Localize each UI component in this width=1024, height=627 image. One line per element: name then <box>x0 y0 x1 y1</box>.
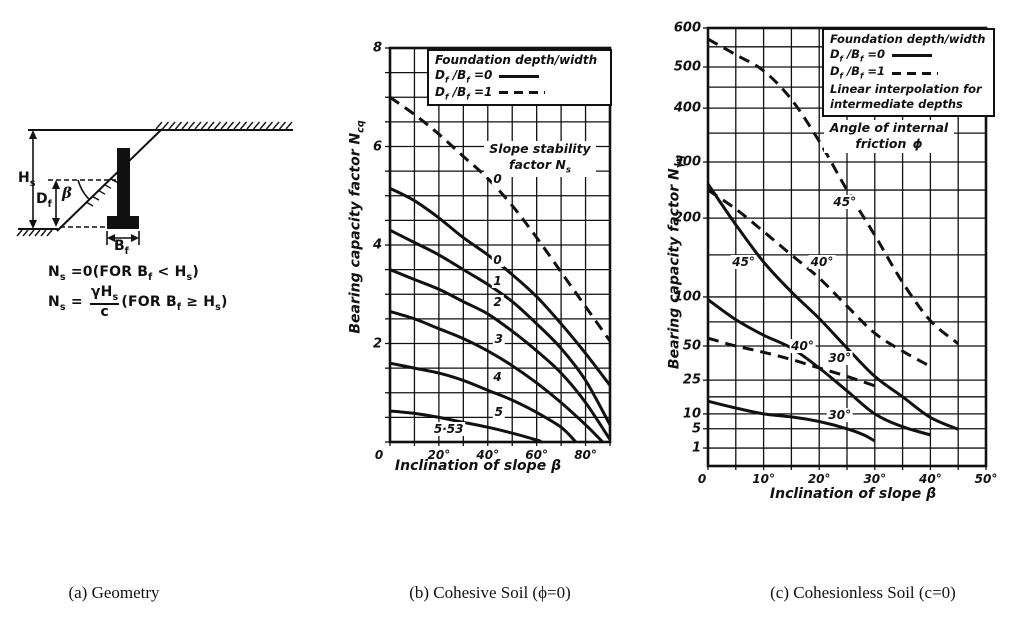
chart-b-xtick-60°: 60° <box>525 448 549 462</box>
chart-b-ytick-8: 8 <box>372 40 382 56</box>
chart-c-xtick-20°: 20° <box>807 472 831 486</box>
geometry-label-beta: β <box>62 184 72 202</box>
chart-c-curve-label-4: 30° <box>826 351 854 366</box>
chart-c-xtick-50°: 50° <box>974 472 998 486</box>
curve-phi-40-df-bf-0 <box>707 298 931 437</box>
chart-c-friction-angle-label: Angle of internal friction ϕ <box>824 120 954 153</box>
chart-c-xtick-10°: 10° <box>752 472 775 486</box>
chart-b-grid <box>385 46 612 446</box>
caption-cohesionless-soil: (c) Cohesionless Soil (c=0) <box>770 583 956 602</box>
curve-ns-1-df-bf-0 <box>389 228 612 426</box>
chart-b-curve-label-3: 2 <box>491 295 504 310</box>
chart-c-xtick-40°: 40° <box>919 472 942 486</box>
dashed-line-sample <box>499 91 546 95</box>
equation-ns-gamma: Ns = γHs c (FOR Bf ≥ Hs) <box>48 284 228 320</box>
chart-c-ytick-600: 600 <box>673 20 701 36</box>
curve-phi-45-df-bf-1 <box>707 37 960 345</box>
curve-phi-30-df-bf-0 <box>707 399 876 443</box>
chart-b-legend-entry-dashed: Df /Bf =1 <box>435 84 493 101</box>
chart-b-curve-label-5: 4 <box>491 370 504 385</box>
chart-c-curve-label-2: 45° <box>831 194 859 209</box>
chart-c-legend-entry-solid: Df /Bf =0 <box>830 46 885 64</box>
chart-b-curve-label-4: 3 <box>492 331 505 346</box>
chart-c-curve-label-5: 30° <box>826 408 854 423</box>
chart-b-curve-label-7: 5·53 <box>431 421 466 436</box>
solid-line-sample <box>499 74 540 78</box>
chart-b-xtick-40°: 40° <box>476 448 500 462</box>
chart-c-ytick-25: 25 <box>682 372 701 388</box>
solid-line-sample <box>892 54 932 58</box>
curve-phi-45-df-bf-0 <box>706 183 959 431</box>
chart-b-legend-entry-solid: Df /Bf =0 <box>435 68 493 85</box>
chart-c-ytick-300: 300 <box>673 154 701 170</box>
geometry-label-df: Df <box>36 191 52 210</box>
chart-c-curve-label-1: 40° <box>808 255 836 270</box>
dashed-line-sample <box>892 71 938 75</box>
chart-c-ytick-5: 5 <box>691 421 701 437</box>
chart-c-legend: Foundation depth/width Df /Bf =0 Df /Bf … <box>822 28 995 117</box>
chart-c-curves <box>706 37 960 443</box>
curve-ns-2-df-bf-0 <box>389 268 612 441</box>
chart-b-xtick-80°: 80° <box>574 448 597 462</box>
curve-ns-5-df-bf-0 <box>389 409 543 444</box>
chart-c-ytick-400: 400 <box>673 100 701 116</box>
chart-b-legend-title: Foundation depth/width <box>435 53 598 67</box>
chart-c-ytick-10: 10 <box>682 406 701 422</box>
curve-phi-30-df-bf-1 <box>707 336 876 388</box>
caption-geometry: (a) Geometry <box>68 583 160 602</box>
chart-b-ytick-6: 6 <box>372 139 382 154</box>
chart-c-legend-entry-dashed: Df /Bf =1 <box>830 64 885 81</box>
chart-b-curve-label-1: 0 <box>491 252 504 267</box>
curve-ns-4-df-bf-0 <box>389 361 577 444</box>
curve-ns-0-df-bf-1 <box>389 96 612 342</box>
chart-b-ytick-2: 2 <box>372 336 382 351</box>
curve-ns-3-df-bf-0 <box>389 310 604 444</box>
chart-b-curve-label-0: 0 <box>491 171 504 186</box>
chart-c-ytick-50: 50 <box>682 338 701 354</box>
chart-c-xtick-30°: 30° <box>863 472 887 486</box>
chart-b-xtick-0: 0 <box>374 448 384 462</box>
chart-c-ytick-200: 200 <box>673 210 701 226</box>
chart-b-curve-label-2: 1 <box>491 273 504 288</box>
chart-c-legend-title: Foundation depth/width <box>830 32 986 46</box>
chart-b-legend: Foundation depth/width Df /Bf =0 Df /Bf … <box>427 49 612 107</box>
chart-c-ytick-500: 500 <box>673 59 701 75</box>
chart-b-xtick-20°: 20° <box>427 448 451 462</box>
chart-c-ytick-1: 1 <box>691 440 701 456</box>
chart-c-curve-label-3: 40° <box>789 338 816 353</box>
geometry-label-hs: Hs <box>18 170 36 189</box>
geometry-label-bf: Bf <box>114 238 129 257</box>
chart-b-y-axis-title: Bearing capacity factor Ncq <box>347 120 367 334</box>
chart-b-x-axis-title: Inclination of slope β <box>394 458 562 474</box>
chart-c-x-axis-title: Inclination of slope β <box>769 486 937 502</box>
equation-ns-zero: Ns =0(FOR Bf < Hs) <box>48 264 199 283</box>
chart-b-slope-stability-label: Slope stability factor Ns <box>484 141 596 177</box>
chart-c-ytick-100: 100 <box>673 289 701 305</box>
curve-phi-40-df-bf-1 <box>707 188 932 368</box>
chart-b-ytick-4: 4 <box>372 237 382 253</box>
chart-c-xtick-0: 0 <box>697 472 707 486</box>
chart-c-legend-note: Linear interpolation for intermediate dep… <box>830 81 982 111</box>
chart-c-y-axis-title: Bearing capacity factor Nγq <box>666 154 686 370</box>
chart-b-curve-label-6: 5 <box>492 405 505 420</box>
chart-c-curve-label-0: 45° <box>730 255 757 270</box>
chart-b-curves <box>389 96 612 444</box>
caption-cohesive-soil: (b) Cohesive Soil (ϕ=0) <box>409 583 571 602</box>
slope-geometry-diagram <box>16 121 293 245</box>
